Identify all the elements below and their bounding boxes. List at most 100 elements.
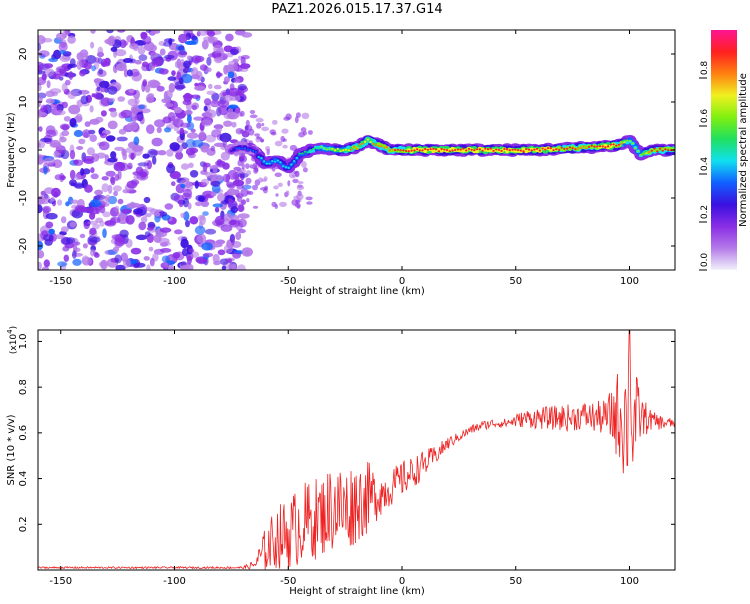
ridge-cell [639,153,643,156]
ridge-cell [519,149,522,152]
noise-blob [185,181,192,188]
noise-blob [72,250,77,259]
noise-blob [217,249,226,256]
noise-blob [222,138,227,149]
ridge-cell [257,156,260,158]
noise-blob [91,93,96,98]
noise-blob [203,105,208,112]
noise-blob [159,48,166,56]
noise-blob [89,134,97,142]
ridge-cell [443,148,446,151]
noise-blob [191,35,198,41]
ridge-cell [402,149,405,152]
noise-blob [105,135,116,142]
ridge-cell [538,149,542,152]
noise-blob [164,103,174,108]
noise-blob [248,191,254,195]
noise-blob [237,264,246,270]
noise-blobs [38,30,313,270]
noise-blob [115,63,127,72]
noise-blob [232,58,239,63]
ridge-cell [533,148,536,151]
noise-blob [283,116,291,121]
noise-blob [133,262,146,268]
noise-blob [38,43,42,52]
chart-title: PAZ1.2026.015.17.37.G14 [271,2,442,17]
noise-blob [67,63,77,68]
ridge-cell [333,149,337,152]
noise-blob [182,99,192,106]
noise-blob [38,140,46,149]
noise-blob [40,194,50,201]
noise-blob [280,135,286,143]
noise-blob [168,82,176,93]
ridge-cell [295,156,299,159]
noise-blob [204,228,217,235]
noise-blob [199,215,207,226]
noise-blob [163,41,172,47]
noise-blob [138,54,148,61]
ridge-cell [481,149,484,152]
ridge-cell [645,152,648,155]
noise-blob [154,212,161,217]
noise-blob [218,105,229,116]
ridge-cell [385,146,389,149]
noise-blob [67,35,76,44]
noise-blob [38,157,43,165]
noise-blob [212,164,218,174]
noise-blob [248,163,256,169]
noise-blob [293,195,299,200]
noise-blob [106,30,114,34]
noise-blob [291,174,296,178]
noise-blob [98,261,107,267]
noise-blob [101,176,109,181]
noise-blob [108,97,116,103]
noise-blob [192,139,204,148]
noise-blob [145,93,155,104]
noise-blob [38,92,47,99]
noise-blob [90,173,99,180]
noise-blob [194,85,206,91]
snr-panel: -150 -100 -50 0 50 100 0.2 0.4 0.6 0.8 1.0 Height… [6,326,676,597]
x-tick-label: 100 [620,276,639,287]
noise-blob [233,78,241,84]
ridge-cell [254,151,258,153]
noise-blob [38,100,41,108]
noise-blob [140,31,148,38]
ridge-cell [492,149,495,152]
x-tick-label: -50 [280,276,296,287]
noise-blob [275,193,279,197]
noise-blob [68,104,81,115]
y-tick-label: 0 [18,147,29,153]
ridge-cell [252,149,255,152]
noise-blob [85,55,97,64]
noise-blob [43,234,54,242]
y-tick-label: -10 [18,190,29,206]
ridge-cell [585,147,588,150]
noise-blob [107,184,113,194]
ridge-cell [489,147,492,150]
noise-blob [270,131,277,136]
noise-blob [114,236,126,247]
noise-blob [120,109,133,119]
noise-blob [123,68,129,78]
ridge-cell [593,145,596,148]
noise-blob [274,140,283,147]
y-tick-label: -20 [18,238,29,254]
noise-blob [173,194,184,203]
noise-blob [190,251,200,258]
ridge-cell [262,160,266,163]
noise-blob [219,258,229,265]
noise-blob [307,130,313,135]
noise-blob [167,112,176,122]
ridge-cell [407,150,410,153]
ridge-cell [486,148,490,151]
noise-blob [212,219,223,227]
noise-blob [38,110,42,119]
noise-blob [302,167,308,173]
ridge-cell [557,149,561,151]
noise-blob [237,218,247,228]
noise-blob [76,60,83,70]
ridge-cell [568,146,572,149]
